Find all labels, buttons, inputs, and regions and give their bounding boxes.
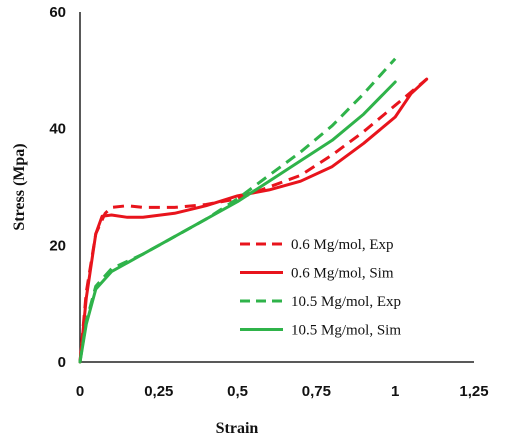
legend: 0.6 Mg/mol, Exp 0.6 Mg/mol, Sim 10.5 Mg/mo…: [240, 237, 401, 339]
y-tick-label: 60: [49, 4, 66, 21]
series-line-3: [78, 80, 397, 364]
series-layer: [78, 57, 429, 364]
series-line-2: [78, 57, 397, 363]
x-tick-label: 0,75: [302, 383, 331, 400]
legend-label: 0.6 Mg/mol, Exp: [291, 237, 394, 253]
y-tick-labels: 0 20 40 60: [49, 4, 66, 371]
legend-label: 10.5 Mg/mol, Exp: [291, 294, 401, 310]
legend-label: 10.5 Mg/mol, Sim: [291, 323, 401, 339]
x-tick-labels: 0 0,25 0,5 0,75 1 1,25: [76, 383, 489, 400]
legend-label: 0.6 Mg/mol, Sim: [291, 266, 394, 282]
y-tick-label: 40: [49, 121, 66, 138]
x-tick-label: 0,5: [227, 383, 248, 400]
y-axis-title: Stress (Mpa): [11, 143, 28, 230]
y-tick-label: 0: [58, 354, 66, 371]
axes: [79, 12, 474, 363]
series-line-0: [78, 77, 428, 363]
series-line-1: [78, 77, 429, 364]
x-axis-title: Strain: [216, 420, 259, 437]
x-tick-label: 1,25: [459, 383, 488, 400]
x-tick-label: 0,25: [144, 383, 173, 400]
x-tick-label: 0: [76, 383, 84, 400]
y-tick-label: 20: [49, 237, 66, 254]
x-tick-label: 1: [391, 383, 399, 400]
